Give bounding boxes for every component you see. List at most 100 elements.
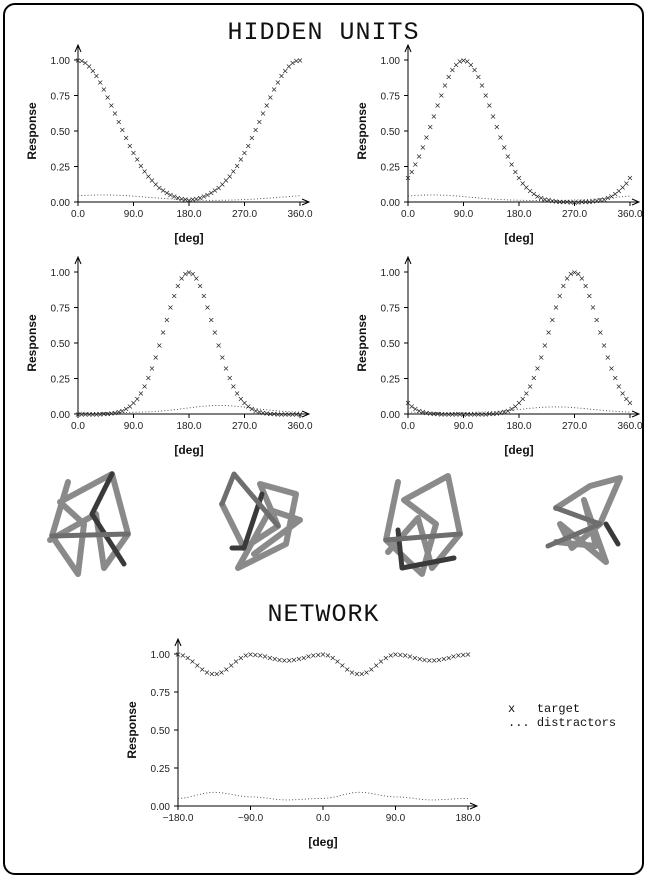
target-point: ×	[450, 652, 457, 661]
target-point: ×	[482, 91, 489, 100]
target-point: ×	[542, 341, 549, 350]
target-point: ×	[175, 193, 182, 202]
target-point: ×	[549, 315, 556, 324]
target-point: ×	[249, 134, 256, 143]
target-point: ×	[542, 195, 549, 204]
y-axis-arrow	[404, 43, 412, 53]
target-point: ×	[300, 653, 307, 662]
target-point: ×	[434, 410, 441, 419]
target-point: ×	[516, 399, 523, 408]
target-point: ×	[234, 161, 241, 170]
target-point: ×	[108, 409, 115, 418]
target-point: ×	[138, 389, 145, 398]
target-point: ×	[538, 353, 545, 362]
target-point: ×	[179, 651, 186, 660]
target-point: ×	[608, 364, 615, 373]
target-point: ×	[438, 91, 445, 100]
target-point: ×	[278, 410, 285, 419]
target-point: ×	[228, 661, 235, 670]
target-point: ×	[530, 190, 537, 199]
target-point: ×	[152, 353, 159, 362]
target-point: ×	[460, 650, 467, 659]
target-point: ×	[408, 402, 415, 411]
target-point: ×	[378, 657, 385, 666]
y-tick-label: 0.00	[51, 198, 71, 209]
target-point: ×	[276, 656, 283, 665]
y-tick-label: 0.50	[51, 339, 71, 350]
target-point: ×	[267, 409, 274, 418]
target-point: ×	[464, 57, 471, 66]
hidden-unit-1-chart: 0.0 90.0 180.0 270.0 360.0 0.00 0.25 0.50 0.75 1.…	[25, 43, 313, 245]
x-tick-label: 180.0	[176, 209, 201, 220]
target-point: ×	[247, 650, 254, 659]
target-point: ×	[171, 192, 178, 201]
y-tick-label: 0.25	[381, 163, 401, 174]
target-point: ×	[282, 66, 289, 75]
target-point: ×	[78, 410, 85, 419]
target-point: ×	[523, 183, 530, 192]
target-point: ×	[249, 405, 256, 414]
wire-object-1	[47, 471, 131, 577]
target-point: ×	[234, 389, 241, 398]
target-point: ×	[575, 198, 582, 207]
target-point: ×	[274, 78, 281, 87]
x-tick-label: 90.0	[124, 421, 144, 432]
target-point: ×	[167, 190, 174, 199]
target-point: ×	[101, 410, 108, 419]
target-point: ×	[252, 406, 259, 415]
target-point: ×	[286, 410, 293, 419]
target-point: ×	[208, 315, 215, 324]
target-point: ×	[586, 291, 593, 300]
target-point: ×	[455, 651, 462, 660]
target-point: ×	[82, 410, 89, 419]
target-point: ×	[297, 410, 304, 419]
target-point: ×	[601, 195, 608, 204]
x-tick-label: 0.0	[71, 209, 85, 220]
target-point: ×	[358, 670, 365, 679]
target-point: ×	[193, 194, 200, 203]
target-point: ×	[486, 101, 493, 110]
target-point: ×	[405, 174, 412, 183]
legend-distractor-marker: ...	[508, 716, 530, 730]
wire-object-4	[545, 475, 623, 565]
target-point: ×	[468, 410, 475, 419]
target-point: ×	[382, 653, 389, 662]
target-point: ×	[97, 410, 104, 419]
target-point: ×	[233, 657, 240, 666]
y-tick-label: 0.75	[51, 304, 71, 315]
x-tick-label: 0.0	[71, 421, 85, 432]
target-point: ×	[82, 59, 89, 68]
x-tick-label: 90.0	[454, 421, 474, 432]
target-point: ×	[411, 653, 418, 662]
target-point: ×	[616, 382, 623, 391]
target-point: ×	[519, 179, 526, 188]
figure-frame	[3, 3, 644, 875]
target-point: ×	[256, 408, 263, 417]
target-point: ×	[257, 651, 264, 660]
target-point: ×	[281, 656, 288, 665]
target-point: ×	[226, 172, 233, 181]
x-tick-label: 270.0	[562, 209, 587, 220]
target-point: ×	[601, 341, 608, 350]
target-point: ×	[397, 650, 404, 659]
target-point: ×	[460, 410, 467, 419]
target-point: ×	[560, 282, 567, 291]
target-point: ×	[149, 364, 156, 373]
x-axis-label: [deg]	[504, 231, 533, 245]
y-tick-label: 1.00	[381, 56, 401, 67]
x-tick-label: 360.0	[287, 209, 312, 220]
target-point: ×	[416, 655, 423, 664]
target-point: ×	[423, 408, 430, 417]
target-point: ×	[475, 73, 482, 82]
target-point: ×	[523, 389, 530, 398]
target-point: ×	[627, 399, 634, 408]
target-point: ×	[597, 196, 604, 205]
target-point: ×	[575, 270, 582, 279]
target-point: ×	[427, 123, 434, 132]
y-tick-label: 1.00	[151, 650, 171, 661]
x-tick-label: 180.0	[506, 421, 531, 432]
target-point: ×	[419, 143, 426, 152]
target-point: ×	[608, 192, 615, 201]
target-point: ×	[329, 653, 336, 662]
target-point: ×	[204, 190, 211, 199]
